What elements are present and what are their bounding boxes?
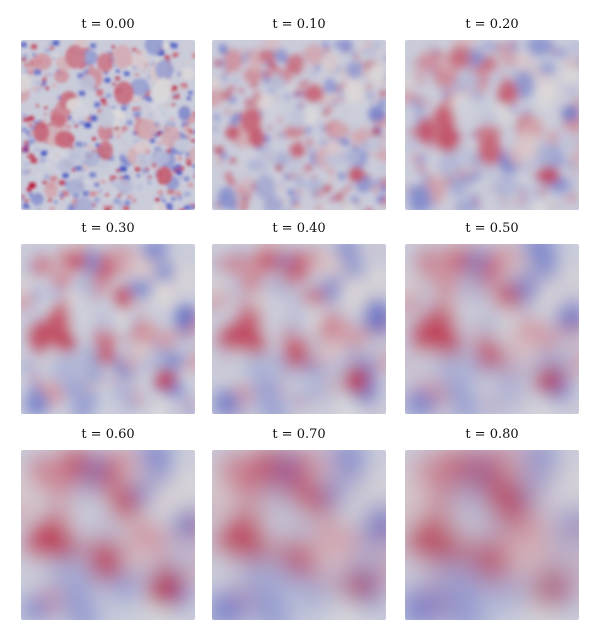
field-image bbox=[212, 244, 386, 414]
panel-title: t = 0.20 bbox=[465, 17, 519, 32]
field-image bbox=[212, 40, 386, 210]
field-image bbox=[212, 450, 386, 620]
panel-title: t = 0.70 bbox=[272, 427, 326, 442]
panel-title: t = 0.60 bbox=[81, 427, 135, 442]
panel-9: t = 0.80 bbox=[405, 420, 579, 620]
field-image bbox=[405, 40, 579, 210]
panel-title: t = 0.80 bbox=[465, 427, 519, 442]
panel-5: t = 0.40 bbox=[212, 214, 386, 414]
panel-title: t = 0.40 bbox=[272, 221, 326, 236]
field-image bbox=[21, 40, 195, 210]
panel-8: t = 0.70 bbox=[212, 420, 386, 620]
panel-1: t = 0.00 bbox=[21, 10, 195, 210]
field-image bbox=[405, 244, 579, 414]
panel-title: t = 0.00 bbox=[81, 17, 135, 32]
panel-title: t = 0.30 bbox=[81, 221, 135, 236]
field-image bbox=[405, 450, 579, 620]
panel-2: t = 0.10 bbox=[212, 10, 386, 210]
field-image bbox=[21, 244, 195, 414]
panel-3: t = 0.20 bbox=[405, 10, 579, 210]
panel-4: t = 0.30 bbox=[21, 214, 195, 414]
panel-6: t = 0.50 bbox=[405, 214, 579, 414]
panel-title: t = 0.50 bbox=[465, 221, 519, 236]
field-image bbox=[21, 450, 195, 620]
panel-title: t = 0.10 bbox=[272, 17, 326, 32]
panel-7: t = 0.60 bbox=[21, 420, 195, 620]
